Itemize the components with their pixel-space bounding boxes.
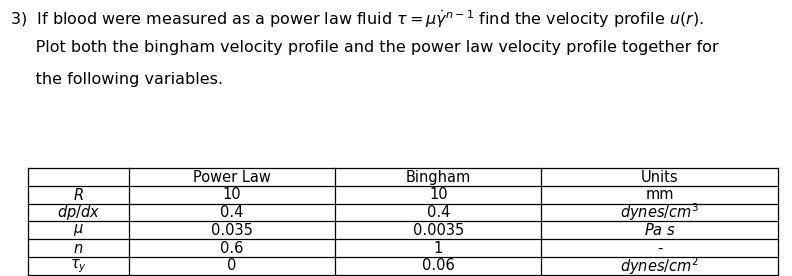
Text: mm: mm bbox=[645, 187, 674, 202]
Text: 1: 1 bbox=[434, 241, 443, 256]
Text: Bingham: Bingham bbox=[406, 170, 471, 185]
Text: 0.035: 0.035 bbox=[211, 223, 253, 238]
Text: $R$: $R$ bbox=[73, 187, 84, 203]
Text: the following variables.: the following variables. bbox=[10, 72, 223, 87]
Text: 0: 0 bbox=[227, 258, 237, 273]
Text: $Pa\ s$: $Pa\ s$ bbox=[644, 222, 676, 238]
Text: $\tau_y$: $\tau_y$ bbox=[70, 257, 87, 275]
Text: $\mu$: $\mu$ bbox=[73, 222, 84, 238]
Text: 0.0035: 0.0035 bbox=[413, 223, 464, 238]
Text: Power Law: Power Law bbox=[193, 170, 271, 185]
Text: $dynes/cm^2$: $dynes/cm^2$ bbox=[620, 255, 699, 276]
Text: 3)  If blood were measured as a power law fluid $\tau = \mu\dot{\gamma}^{n-1}$ f: 3) If blood were measured as a power law… bbox=[10, 8, 703, 30]
Text: $n$: $n$ bbox=[73, 241, 83, 256]
Text: $dynes/cm^3$: $dynes/cm^3$ bbox=[620, 202, 699, 224]
Text: 10: 10 bbox=[223, 187, 242, 202]
Text: 10: 10 bbox=[429, 187, 447, 202]
Text: -: - bbox=[657, 241, 662, 256]
Text: 0.4: 0.4 bbox=[427, 205, 450, 220]
Text: 0.6: 0.6 bbox=[220, 241, 244, 256]
Text: Plot both the bingham velocity profile and the power law velocity profile togeth: Plot both the bingham velocity profile a… bbox=[10, 40, 718, 55]
Text: 0.06: 0.06 bbox=[422, 258, 455, 273]
Text: Units: Units bbox=[641, 170, 679, 185]
Text: 0.4: 0.4 bbox=[220, 205, 244, 220]
Text: $dp/dx$: $dp/dx$ bbox=[56, 203, 100, 222]
